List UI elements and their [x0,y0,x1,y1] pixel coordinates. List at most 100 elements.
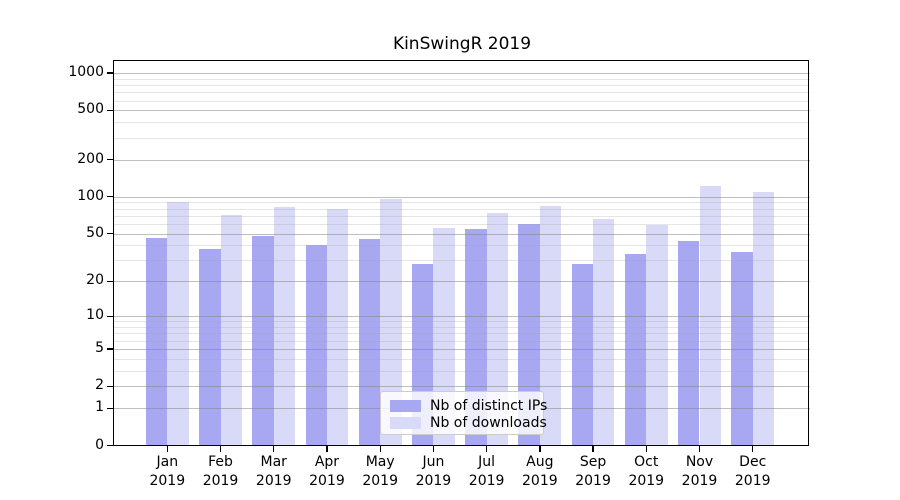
x-axis-tick [698,446,701,452]
bar-distinct-ips [145,237,168,446]
y-axis-tick [107,72,114,74]
x-tick-label: Oct 2019 [628,454,665,489]
gridline-minor [114,245,810,247]
x-tick-label: Feb 2019 [202,454,239,489]
y-axis-tick [107,280,114,283]
gridline-minor [114,215,810,217]
gridline-minor [114,358,810,360]
bar-distinct-ips [358,239,381,446]
x-tick-label: Jul 2019 [468,454,505,489]
bar-distinct-ips [252,235,274,446]
gridline-major [114,316,810,318]
x-tick-label: Jan 2019 [149,454,186,489]
x-axis-tick [645,446,647,452]
y-axis-tick [107,109,114,111]
gridline-minor [114,333,810,335]
gridline-major [114,233,810,235]
y-tick-label: 1000 [68,63,104,80]
bar-distinct-ips [199,249,221,446]
gridline-minor [114,208,810,210]
y-axis-tick [107,196,114,198]
gridline-major [114,348,810,350]
x-axis-tick [486,446,488,452]
x-axis-tick [752,446,754,452]
gridline-minor [114,92,810,94]
bar-downloads [699,186,721,446]
gridline-minor [114,327,810,329]
x-axis-tick [273,446,275,452]
y-tick-label: 500 [77,101,104,118]
y-axis-tick [107,348,114,350]
y-tick-label: 200 [77,150,104,167]
x-axis-tick [539,446,541,452]
legend-label-downloads: Nb of downloads [430,414,547,431]
gridline-minor [114,137,810,139]
y-tick-label: 20 [86,272,104,289]
bar-downloads [486,212,508,446]
legend: Nb of distinct IPs Nb of downloads [380,391,547,435]
legend-item-downloads: Nb of downloads [390,414,547,431]
legend-swatch-downloads-icon [390,416,421,429]
y-tick-label: 50 [86,224,104,241]
y-axis-tick [107,444,114,447]
legend-swatch-distinct-ips-icon [390,399,421,412]
y-axis-tick [107,407,114,409]
x-axis-tick [326,446,328,452]
x-axis-tick [219,446,222,452]
x-tick-label: May 2019 [362,454,398,489]
x-tick-label: Jun 2019 [415,454,452,489]
gridline-minor [114,122,810,124]
x-axis-tick [592,446,594,452]
gridline-minor [114,321,810,323]
bar-downloads [593,218,615,446]
gridline-major [114,281,810,283]
y-tick-label: 100 [77,187,104,204]
bar-distinct-ips [571,263,594,446]
x-tick-label: Dec 2019 [734,454,771,489]
gridline-minor [114,260,810,262]
gridline-major [114,159,810,161]
x-tick-label: Apr 2019 [309,454,345,489]
bar-downloads [380,199,402,446]
gridline-major [114,72,810,74]
x-tick-label: Nov 2019 [681,454,718,489]
gridline-minor [114,370,810,372]
bar-distinct-ips [731,252,753,446]
gridline-major [114,386,810,388]
y-axis-tick [107,385,114,387]
bar-downloads [273,207,296,446]
bar-distinct-ips [678,241,700,446]
x-tick-label: Mar 2019 [255,454,292,489]
legend-item-distinct-ips: Nb of distinct IPs [390,397,547,414]
y-tick-label: 1 [95,399,104,416]
bar-downloads [220,214,242,446]
y-axis-tick [107,315,114,317]
y-tick-label: 5 [95,339,104,356]
y-axis-tick [107,158,114,161]
gridline-minor [114,223,810,225]
y-tick-label: 0 [95,436,104,453]
y-axis-tick [107,232,114,235]
gridline-major [114,110,810,112]
bar-downloads [752,191,775,446]
chart-title: KinSwingR 2019 [392,34,532,54]
bar-downloads [646,224,668,446]
bar-downloads [539,205,562,446]
bar-downloads [167,201,189,446]
bar-distinct-ips [518,223,540,446]
gridline-minor [114,78,810,80]
gridline-minor [114,340,810,342]
bar-distinct-ips [305,245,327,446]
gridline-major [114,196,810,198]
x-tick-label: Aug 2019 [522,454,558,489]
x-axis-tick [166,446,168,452]
x-axis-tick [379,446,381,452]
gridline-minor [114,85,810,86]
gridline-minor [114,202,810,204]
plot-border [113,60,809,446]
gridline-minor [114,100,810,102]
legend-label-distinct-ips: Nb of distinct IPs [430,397,548,414]
